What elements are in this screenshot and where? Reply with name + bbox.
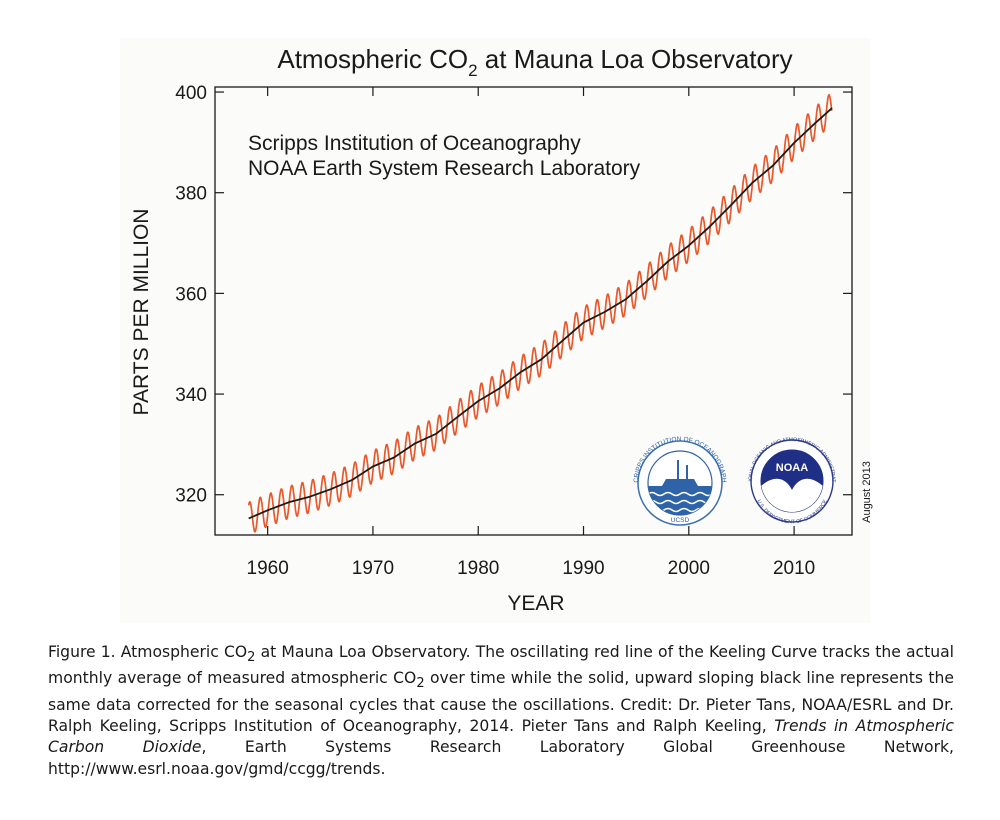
series-monthly-average: [247, 93, 833, 533]
y-tick-label: 400: [175, 83, 207, 104]
figure-caption: Figure 1. Atmospheric CO2 at Mauna Loa O…: [48, 643, 955, 778]
noaa-center-text: NOAA: [776, 462, 808, 474]
caption-italic-title: Trends in Atmospheric Carbon Dioxide: [48, 717, 954, 757]
y-tick-label: 360: [175, 284, 207, 305]
x-tick-label: 2010: [773, 558, 815, 579]
institution-noaa: NOAA Earth System Research Laboratory: [248, 157, 641, 180]
figure-panel: [120, 38, 870, 623]
y-tick-label: 380: [175, 184, 207, 205]
keeling-curve-chart: Atmospheric CO2 at Mauna Loa Observatory…: [0, 0, 873, 615]
scripps-bottom-text: UCSD: [671, 517, 690, 524]
y-axis-label: PARTS PER MILLION: [130, 209, 153, 416]
y-tick-label: 320: [175, 486, 207, 507]
scripps-logo: SCRIPPS INSTITUTION OF OCEANOGRAPHY UCSD: [0, 0, 727, 526]
y-tick-label: 340: [175, 385, 207, 406]
x-tick-label: 1970: [352, 558, 394, 579]
institution-scripps: Scripps Institution of Oceanography: [248, 132, 581, 155]
tick-labels: 1960 1970 1980 1990 2000 2010 320 340 360 380 400: [175, 83, 815, 579]
x-axis-label: YEAR: [507, 592, 564, 615]
axis-ticks: [215, 87, 852, 535]
chart-title: Atmospheric CO2 at Mauna Loa Observatory: [277, 44, 792, 80]
date-stamp: August 2013: [861, 461, 873, 523]
x-tick-label: 1980: [457, 558, 499, 579]
x-tick-label: 2000: [668, 558, 710, 579]
x-tick-label: 1960: [247, 558, 289, 579]
series-seasonal-corrected-trend: [248, 107, 833, 520]
noaa-logo: NOAA NATIONAL OCEANIC AND ATMOSPHERIC AD…: [0, 0, 836, 525]
plot-frame: [214, 86, 853, 536]
x-tick-label: 1990: [562, 558, 604, 579]
